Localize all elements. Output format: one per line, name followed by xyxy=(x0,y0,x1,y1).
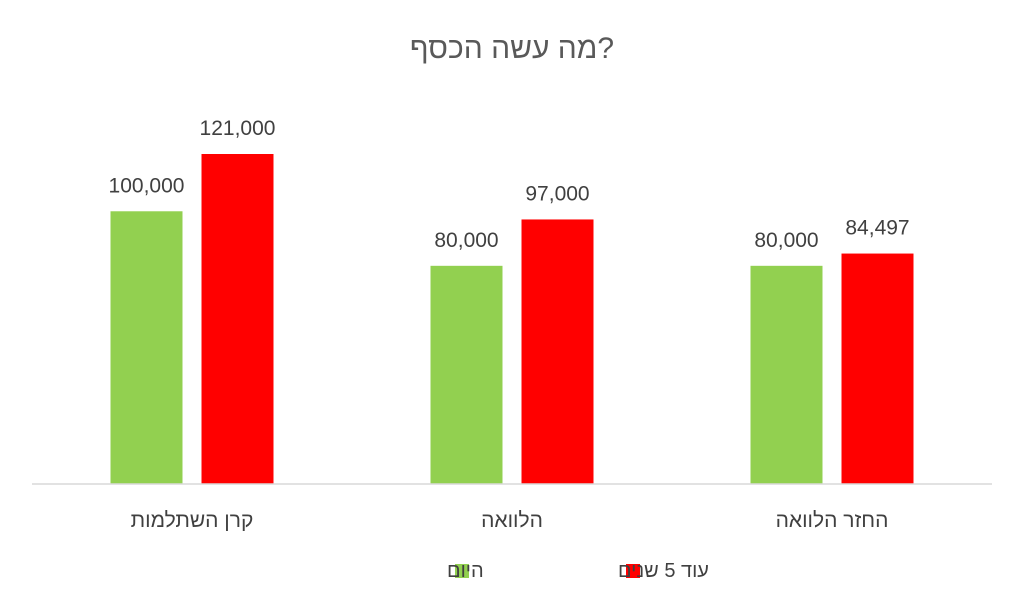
bar-s1-c1 xyxy=(521,219,594,485)
category-label-2: החזר הלוואה xyxy=(776,509,889,532)
data-label-s1-c0: 121,000 xyxy=(200,117,276,140)
bar-s0-c1 xyxy=(430,265,503,484)
legend-swatch-0 xyxy=(455,564,469,578)
data-labels-layer: 100,000 121,000 80,000 97,000 80,000 84,497 xyxy=(109,117,910,252)
bar-s0-c2 xyxy=(750,265,823,484)
legend-swatch-1 xyxy=(626,564,640,578)
bars-layer xyxy=(110,154,914,485)
chart-title: מה עשה הכסף? xyxy=(410,32,614,65)
legend-label-0: היום xyxy=(447,560,484,582)
category-label-1: הלוואה xyxy=(481,509,543,532)
bar-s0-c0 xyxy=(110,211,183,485)
bar-s1-c2 xyxy=(841,253,914,484)
legend-label-1: עוד 5 שנים xyxy=(618,560,709,582)
data-label-s0-c1: 80,000 xyxy=(434,229,498,252)
category-label-0: קרן השתלמות xyxy=(131,509,254,532)
legend: היום עוד 5 שנים xyxy=(447,560,709,582)
data-label-s0-c0: 100,000 xyxy=(109,174,185,197)
bar-s1-c0 xyxy=(201,154,274,484)
category-labels-layer: קרן השתלמות הלוואה החזר הלוואה xyxy=(131,509,889,532)
data-label-s0-c2: 80,000 xyxy=(754,229,818,252)
data-label-s1-c2: 84,497 xyxy=(845,217,909,240)
data-label-s1-c1: 97,000 xyxy=(525,182,589,205)
